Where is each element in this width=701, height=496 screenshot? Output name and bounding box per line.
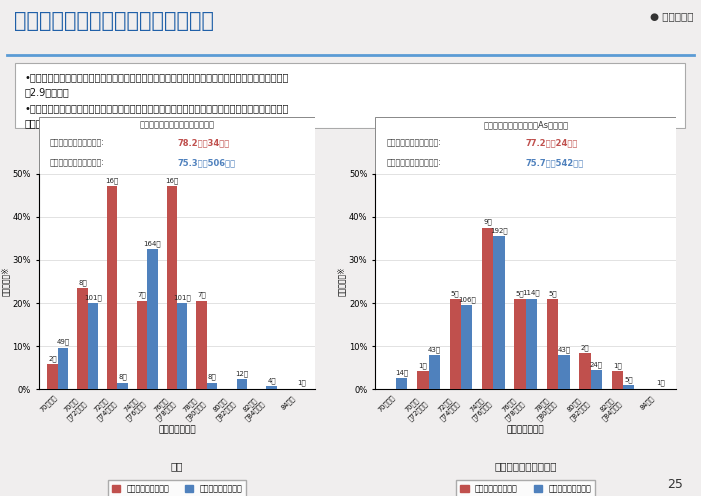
Text: 1件: 1件 [657,380,665,386]
Text: 192件: 192件 [490,228,508,234]
Text: 101件: 101件 [173,295,191,301]
Bar [417,372,428,389]
Text: －工事成績評定点平均（As舗装）－: －工事成績評定点平均（As舗装）－ [483,120,569,129]
X-axis label: 工事成績評定点: 工事成績評定点 [158,426,196,435]
Text: 8件: 8件 [78,279,87,286]
Y-axis label: 件数割合　※: 件数割合 ※ [337,267,346,296]
Text: 8件: 8件 [207,374,217,380]
Text: 164件: 164件 [144,241,161,248]
Bar [623,385,634,389]
Bar [137,301,147,389]
Bar [396,378,407,389]
Text: 9件: 9件 [483,219,492,225]
Text: 114件: 114件 [523,290,540,297]
Text: 5件: 5件 [451,291,460,297]
Bar [266,386,277,389]
Text: 【情報化施工技術なし】:: 【情報化施工技術なし】: [50,159,104,168]
Text: 2件: 2件 [48,355,57,362]
Bar [526,299,537,389]
Text: ４．２　工事成績評定の分布と平均: ４．２ 工事成績評定の分布と平均 [14,11,214,31]
Text: 75.7点【542件】: 75.7点【542件】 [526,159,584,168]
Bar [515,300,526,389]
Bar [118,382,128,389]
Text: 2件: 2件 [580,345,590,351]
Text: 49件: 49件 [57,339,69,345]
Y-axis label: 件数割合　※: 件数割合 ※ [1,267,10,296]
Bar [196,301,207,389]
Text: 16件: 16件 [106,178,119,184]
Bar [655,388,667,389]
FancyBboxPatch shape [375,117,676,174]
Text: －工事成績評定点平均（土工）－: －工事成績評定点平均（土工）－ [139,120,215,129]
Text: 78.2点【34件】: 78.2点【34件】 [177,138,229,147]
Text: 5件: 5件 [516,291,524,297]
Text: 24件: 24件 [590,362,603,368]
Bar [612,372,623,389]
Text: 【情報化施工技術なし】:: 【情報化施工技術なし】: [387,159,442,168]
Bar [207,382,217,389]
Bar [48,364,58,389]
Text: 1件: 1件 [418,363,427,369]
Text: 25: 25 [667,478,683,491]
FancyBboxPatch shape [39,117,315,174]
Text: 106件: 106件 [458,296,475,303]
Bar [296,388,306,389]
Bar [88,303,98,389]
Bar [461,305,472,389]
Text: 7件: 7件 [197,292,206,299]
Bar [558,355,569,389]
Text: 【情報化施工技術あり】:: 【情報化施工技術あり】: [387,138,442,147]
Text: 8件: 8件 [118,374,127,380]
Text: 101件: 101件 [84,295,102,301]
Bar [547,300,558,389]
Text: •情報化施工技術が活用されたアスファルト舗装工事の工事成績評定点の平均は、活用されていない
　工事と比較して1.5点高い。: •情報化施工技術が活用されたアスファルト舗装工事の工事成績評定点の平均は、活用さ… [24,104,289,128]
Legend: 情報化施工技術あり, 情報化施工技術なし: 情報化施工技術あり, 情報化施工技術なし [456,481,595,496]
Text: 75.3点【506件】: 75.3点【506件】 [177,159,235,168]
Text: 5件: 5件 [548,291,557,297]
Bar [449,300,461,389]
Text: 12件: 12件 [236,371,248,377]
Bar [428,355,440,389]
Bar [590,370,602,389]
Text: 1件: 1件 [297,380,306,386]
Text: 1件: 1件 [613,363,622,369]
Bar [177,303,187,389]
Text: 土工: 土工 [170,461,183,471]
Bar [147,249,158,389]
Text: 14件: 14件 [395,370,409,376]
Text: 77.2点【24件】: 77.2点【24件】 [526,138,578,147]
Bar [579,353,590,389]
Bar [167,186,177,389]
Text: •情報化施工技術が活用された土工事の工事成績評定点の平均は、活用されていない工事と比較して
　2.9点高い。: •情報化施工技術が活用された土工事の工事成績評定点の平均は、活用されていない工事… [24,72,289,97]
Text: 43件: 43件 [557,346,571,353]
Text: ● 国土交通省: ● 国土交通省 [651,12,694,22]
Text: アスファルト舗装工事: アスファルト舗装工事 [494,461,557,471]
Text: 【情報化施工技術あり】:: 【情報化施工技術あり】: [50,138,104,147]
FancyBboxPatch shape [15,63,685,127]
Text: 16件: 16件 [165,178,179,184]
Bar [77,288,88,389]
Text: 7件: 7件 [137,292,147,299]
Bar [494,237,505,389]
X-axis label: 工事成績評定点: 工事成績評定点 [507,426,545,435]
Bar [58,348,68,389]
Bar [236,379,247,389]
Text: 43件: 43件 [428,346,441,353]
Text: 5件: 5件 [625,376,633,383]
Legend: 情報化施工技術あり, 情報化施工技術なし: 情報化施工技術あり, 情報化施工技術なし [108,481,246,496]
Text: 4件: 4件 [267,377,276,384]
Bar [107,186,118,389]
Bar [482,228,494,389]
